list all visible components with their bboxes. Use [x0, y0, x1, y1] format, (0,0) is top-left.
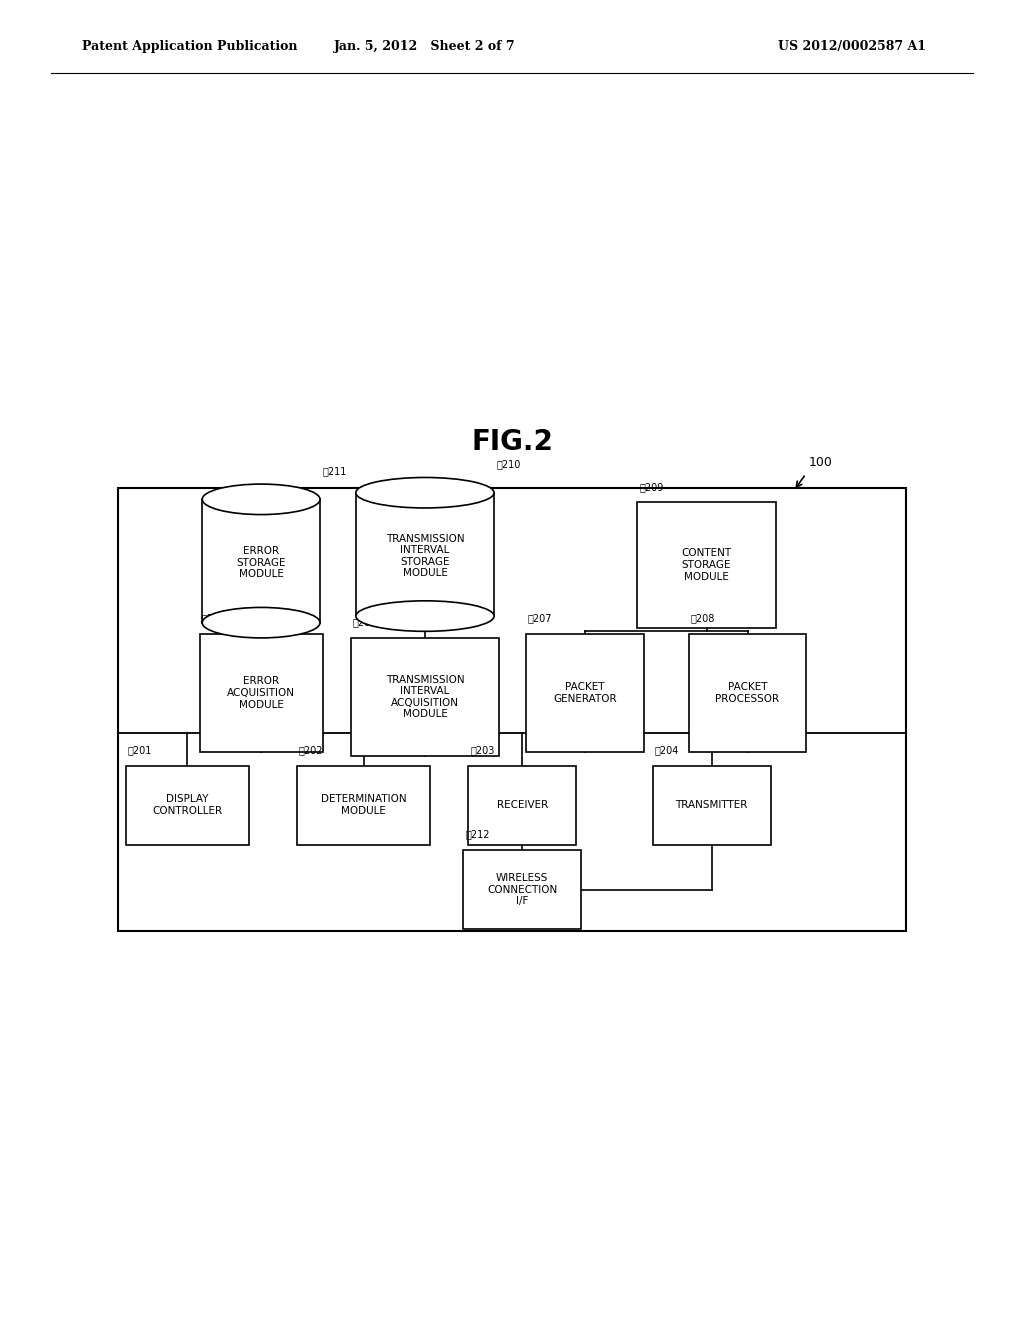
Text: ⸌203: ⸌203: [471, 744, 495, 755]
Text: PACKET
PROCESSOR: PACKET PROCESSOR: [716, 682, 779, 704]
Bar: [356, 492, 494, 616]
Text: DETERMINATION
MODULE: DETERMINATION MODULE: [321, 795, 407, 816]
Bar: [688, 634, 807, 752]
Text: ⸌206: ⸌206: [352, 616, 377, 627]
Text: ⸌207: ⸌207: [528, 612, 552, 623]
Text: ⸌211: ⸌211: [322, 466, 346, 477]
Text: WIRELESS
CONNECTION
I/F: WIRELESS CONNECTION I/F: [487, 873, 557, 907]
Text: ⸌209: ⸌209: [639, 482, 664, 492]
Text: 100: 100: [809, 455, 833, 469]
Text: Patent Application Publication: Patent Application Publication: [82, 40, 297, 53]
Ellipse shape: [355, 478, 494, 508]
Text: ⸌212: ⸌212: [465, 829, 489, 840]
Bar: [203, 499, 319, 623]
Text: ERROR
ACQUISITION
MODULE: ERROR ACQUISITION MODULE: [227, 676, 295, 710]
Ellipse shape: [203, 607, 319, 638]
Text: CONTENT
STORAGE
MODULE: CONTENT STORAGE MODULE: [682, 548, 731, 582]
Text: TRANSMISSION
INTERVAL
ACQUISITION
MODULE: TRANSMISSION INTERVAL ACQUISITION MODULE: [386, 675, 464, 719]
Bar: [463, 850, 582, 929]
Bar: [297, 766, 430, 845]
Text: TRANSMITTER: TRANSMITTER: [676, 800, 748, 810]
Ellipse shape: [355, 601, 494, 631]
Bar: [126, 766, 249, 845]
Text: ⸌210: ⸌210: [496, 459, 520, 470]
Text: DISPLAY
CONTROLLER: DISPLAY CONTROLLER: [153, 795, 222, 816]
Bar: [350, 638, 499, 756]
Text: ⸌208: ⸌208: [690, 612, 715, 623]
Bar: [469, 766, 575, 845]
Text: FIG.2: FIG.2: [471, 428, 553, 457]
Text: ⸌202: ⸌202: [299, 744, 324, 755]
Text: TRANSMISSION
INTERVAL
STORAGE
MODULE: TRANSMISSION INTERVAL STORAGE MODULE: [386, 533, 464, 578]
Bar: [653, 766, 770, 845]
Bar: [118, 488, 906, 931]
Bar: [200, 634, 323, 752]
Ellipse shape: [203, 484, 319, 515]
Text: PACKET
GENERATOR: PACKET GENERATOR: [553, 682, 616, 704]
Bar: [637, 503, 776, 628]
Text: ERROR
STORAGE
MODULE: ERROR STORAGE MODULE: [237, 546, 286, 579]
Text: US 2012/0002587 A1: US 2012/0002587 A1: [778, 40, 927, 53]
Text: ⸌205: ⸌205: [202, 612, 226, 623]
Text: Jan. 5, 2012   Sheet 2 of 7: Jan. 5, 2012 Sheet 2 of 7: [334, 40, 516, 53]
Bar: [526, 634, 643, 752]
Text: ⸌204: ⸌204: [655, 744, 679, 755]
Text: ⸌201: ⸌201: [128, 744, 153, 755]
Text: RECEIVER: RECEIVER: [497, 800, 548, 810]
